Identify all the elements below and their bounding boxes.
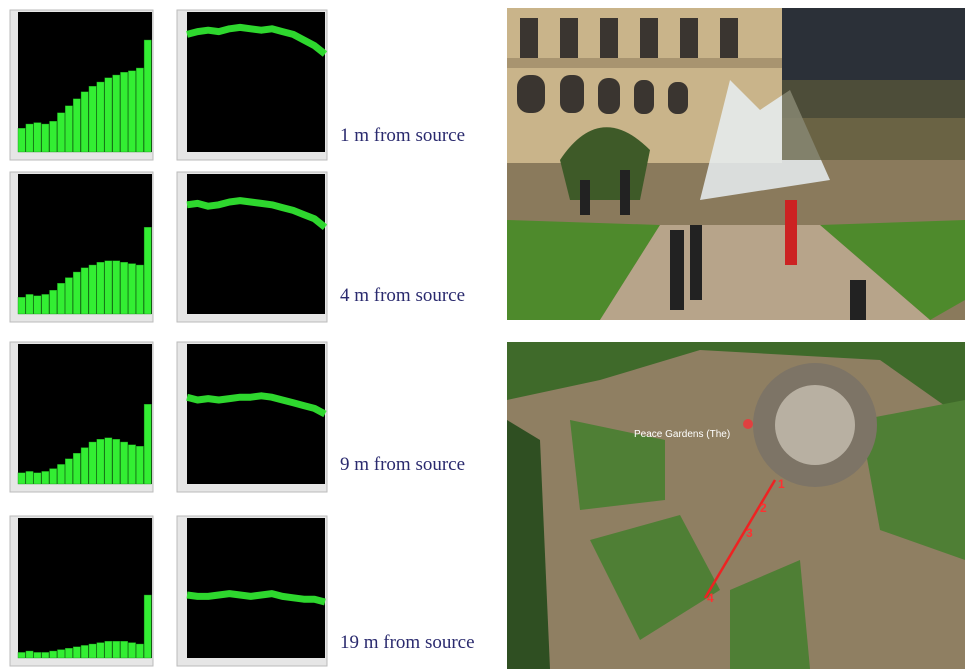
spectrum-bar <box>128 642 136 659</box>
spectrum-bar <box>120 441 128 485</box>
spectrum-bar <box>25 471 34 485</box>
spectrum-bar <box>136 446 144 485</box>
spectrum-bar <box>72 271 81 315</box>
spectrum-bar <box>128 444 136 485</box>
spectrum-bar <box>96 81 105 153</box>
spectrum-bar <box>96 439 105 485</box>
spectrum-bar <box>17 297 26 315</box>
spectrum-bar <box>49 650 58 659</box>
spectrum-bar <box>80 645 89 659</box>
spectrum-bar <box>49 290 58 315</box>
spectrum-bar <box>41 652 50 659</box>
spectrum-bar <box>80 91 89 153</box>
caption: 1 m from source <box>340 125 465 146</box>
spectrum-bar <box>120 262 128 315</box>
caption: 19 m from source <box>340 632 475 653</box>
spectrum-bar <box>80 447 89 485</box>
spectrum-bar <box>17 652 26 659</box>
spectrum-bar <box>25 294 34 315</box>
spectrum-bar <box>143 226 152 315</box>
plot-area <box>187 174 325 314</box>
spectrum-bar <box>143 39 152 153</box>
spectrum-bar <box>57 649 65 659</box>
spectrum-bar <box>17 127 26 153</box>
spectrum-bar <box>104 260 113 315</box>
spectrum-bar <box>136 264 144 315</box>
spectrum-bar <box>136 643 144 659</box>
spectrum-bar <box>80 267 89 315</box>
spectrum-bar <box>88 264 97 315</box>
spectrum-bar <box>143 594 152 659</box>
spectrum-bar <box>57 283 65 315</box>
spectrum-bar <box>120 641 128 659</box>
spectrum-bar <box>72 646 81 659</box>
spectrum-bar <box>33 122 42 153</box>
spectrum-bar <box>104 437 113 485</box>
spectrum-bar <box>143 404 152 485</box>
spectrum-bar <box>49 120 58 153</box>
spectrum-bar <box>112 74 121 153</box>
spectrum-bar <box>41 294 50 315</box>
spectrum-bar <box>49 468 58 485</box>
spectrum-bar <box>25 650 34 659</box>
spectrum-bar <box>88 643 97 659</box>
plot-area <box>187 518 325 658</box>
spectrum-bar <box>65 648 73 659</box>
spectrum-bar <box>17 472 26 485</box>
map-marker: 4 <box>707 591 714 605</box>
spectrum-bar <box>112 641 121 659</box>
spectrum-bar <box>128 263 136 315</box>
spectrum-bar <box>128 70 136 153</box>
spectrum-bar <box>65 458 73 485</box>
map <box>507 342 965 669</box>
spectrum-bar <box>96 642 105 659</box>
spectrum-bar <box>96 262 105 315</box>
spectrum-bar <box>65 105 73 153</box>
caption: 4 m from source <box>340 285 465 306</box>
spectrum-bar <box>104 641 113 659</box>
spectrum-bar <box>104 77 113 153</box>
spectrum-bar <box>33 652 42 659</box>
spectrum-bar <box>112 439 121 485</box>
spectrum-bar <box>88 85 97 153</box>
spectrum-bar <box>57 112 65 153</box>
spectrum-bar <box>120 71 128 153</box>
spectrum-bar <box>72 98 81 153</box>
spectrum-bar <box>57 464 65 485</box>
photo <box>507 8 965 320</box>
map-label: Peace Gardens (The) <box>634 429 730 440</box>
spectrum-bar <box>136 67 144 153</box>
trace-line <box>186 197 328 230</box>
trace-line <box>186 590 326 606</box>
spectrum-bar <box>65 277 73 315</box>
spectrum-bar <box>33 472 42 485</box>
plot-area <box>18 518 152 658</box>
map-marker: 3 <box>746 526 753 540</box>
trace-line <box>186 23 328 57</box>
spectrum-bar <box>41 123 50 153</box>
plot-area <box>187 344 325 484</box>
trace-line <box>186 392 327 418</box>
caption: 9 m from source <box>340 454 465 475</box>
spectrum-bar <box>41 471 50 485</box>
spectrum-bar <box>88 441 97 485</box>
map-marker: 1 <box>778 477 785 491</box>
map-marker: 2 <box>760 501 767 515</box>
spectrum-bar <box>112 260 121 315</box>
spectrum-bar <box>25 123 34 153</box>
spectrum-bar <box>72 453 81 485</box>
spectrum-bar <box>33 295 42 315</box>
